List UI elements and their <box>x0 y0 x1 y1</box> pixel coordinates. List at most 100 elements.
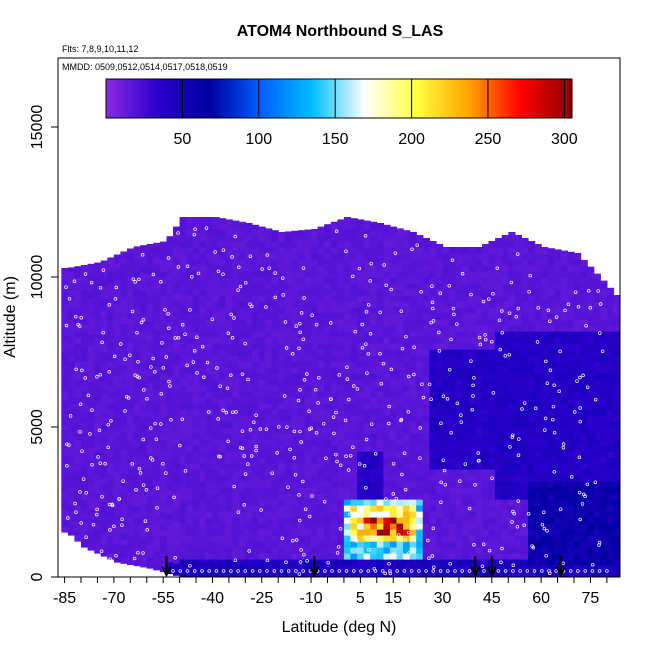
field-cell <box>159 409 168 417</box>
field-cell <box>61 502 69 509</box>
field-cell <box>521 247 529 254</box>
field-cell <box>376 235 384 242</box>
field-cell <box>409 445 417 452</box>
field-cell <box>265 361 273 368</box>
field-cell <box>383 277 391 284</box>
field-cell <box>87 310 95 317</box>
field-cell <box>100 280 108 287</box>
field-cell <box>587 463 595 470</box>
field-cell <box>462 409 470 416</box>
field-cell <box>120 389 128 396</box>
field-cell <box>560 331 568 338</box>
field-cell <box>403 313 411 320</box>
field-cell <box>593 469 601 476</box>
field-cell <box>100 496 108 503</box>
field-cell <box>100 502 108 509</box>
field-cell <box>324 355 332 362</box>
field-cell <box>173 395 181 402</box>
field-cell <box>343 235 352 242</box>
field-cell <box>311 475 319 482</box>
field-cell <box>580 319 588 326</box>
field-cell <box>100 442 108 449</box>
field-cell <box>436 505 444 512</box>
field-cell <box>113 316 122 323</box>
field-cell <box>74 523 82 530</box>
field-cell <box>521 325 529 332</box>
field-cell <box>396 553 404 560</box>
field-cell <box>501 553 509 560</box>
field-cell <box>606 295 615 302</box>
field-cell <box>238 229 246 236</box>
field-cell <box>278 397 286 404</box>
field-cell <box>350 517 358 524</box>
field-cell <box>593 277 601 284</box>
field-cell <box>442 553 450 560</box>
field-cell <box>265 541 273 548</box>
field-cell <box>166 273 174 280</box>
field-cell <box>245 391 253 398</box>
track-point <box>250 304 254 309</box>
field-cell <box>455 277 463 284</box>
field-cell <box>468 259 476 266</box>
field-cell <box>350 475 358 482</box>
field-cell <box>107 343 115 350</box>
field-cell <box>278 487 286 494</box>
track-point <box>76 541 81 546</box>
field-cell <box>107 355 115 362</box>
field-cell <box>251 337 260 344</box>
field-cell <box>560 469 568 476</box>
field-cell <box>449 355 457 362</box>
field-cell <box>462 319 470 326</box>
field-cell <box>376 295 384 302</box>
field-cell <box>521 379 529 386</box>
field-cell <box>140 392 148 400</box>
field-cell <box>436 517 444 524</box>
field-cell <box>613 307 620 314</box>
field-cell <box>449 493 457 500</box>
field-cell <box>238 283 246 290</box>
field-cell <box>521 301 529 308</box>
field-cell <box>284 553 292 560</box>
field-cell <box>205 535 214 542</box>
field-cell <box>587 319 595 326</box>
field-cell <box>343 223 352 230</box>
field-cell <box>199 451 207 458</box>
track-point <box>221 272 225 276</box>
field-cell <box>291 565 299 572</box>
field-cell <box>159 445 168 453</box>
field-cell <box>258 373 266 380</box>
field-cell <box>100 376 108 383</box>
field-cell <box>127 450 135 457</box>
field-cell <box>337 559 345 566</box>
field-cell <box>173 449 181 456</box>
field-cell <box>173 365 181 372</box>
field-cell <box>107 463 115 470</box>
field-cell <box>560 289 568 296</box>
field-cell <box>140 542 148 550</box>
field-cell <box>357 283 365 290</box>
field-cell <box>475 553 483 560</box>
field-cell <box>409 319 417 326</box>
field-cell <box>179 301 187 308</box>
field-cell <box>403 331 411 338</box>
field-cell <box>554 553 562 560</box>
field-cell <box>113 556 122 563</box>
field-cell <box>265 457 273 464</box>
field-cell <box>449 565 457 572</box>
field-cell <box>297 235 306 242</box>
field-cell <box>600 439 608 446</box>
field-cell <box>541 295 549 302</box>
field-cell <box>146 484 154 491</box>
field-cell <box>574 331 582 338</box>
field-cell <box>100 454 108 461</box>
field-cell <box>304 229 312 236</box>
field-cell <box>383 481 391 488</box>
field-cell <box>271 433 279 440</box>
field-cell <box>205 481 214 488</box>
field-cell <box>350 457 358 464</box>
field-cell <box>508 439 516 446</box>
field-cell <box>363 457 371 464</box>
field-cell <box>120 539 128 546</box>
field-cell <box>541 313 549 320</box>
field-cell <box>462 385 470 392</box>
